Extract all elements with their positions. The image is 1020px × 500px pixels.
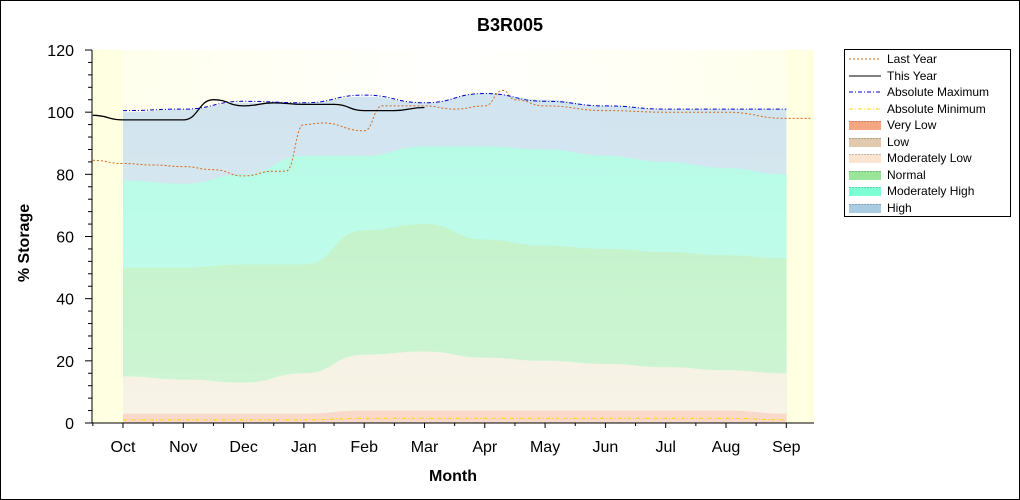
legend-item-normal: Normal: [845, 167, 1010, 183]
legend-label: Moderately High: [887, 184, 975, 198]
legend-label: Last Year: [887, 52, 938, 66]
legend-label: Absolute Minimum: [887, 101, 986, 116]
y-tick-label: 20: [56, 354, 74, 371]
series-absolute-maximum-line: [122, 92, 787, 112]
legend-item-this-year: This Year: [845, 68, 1010, 84]
legend-item-moderately-low: Moderately Low: [845, 150, 1010, 166]
axes-layer: 0 20 40 60 80 100 120 Oct Nov Dec Jan Feb Mar Apr May J…: [47, 43, 814, 456]
legend-swatch-low: [849, 137, 881, 147]
y-tick-label: 40: [56, 292, 74, 309]
lines-layer: [92, 89, 811, 421]
series-absolute-minimum-line: [122, 417, 787, 421]
x-tick-label: Sep: [772, 439, 801, 456]
legend-swatch-this-year: [849, 75, 881, 76]
x-tick-label: Oct: [111, 439, 136, 456]
band-wash: [123, 50, 787, 423]
legend-item-very-low: Very Low: [845, 117, 1010, 133]
series-last-year-line: [92, 89, 811, 177]
legend-item-low: Low: [845, 134, 1010, 150]
legend-label: Very Low: [887, 118, 937, 132]
x-tick-label: Jan: [291, 439, 317, 456]
legend-label: High: [887, 200, 912, 215]
x-tick-label: Jul: [655, 439, 675, 456]
legend-swatch-last-year: [849, 58, 881, 60]
x-tick-label: Jun: [593, 439, 619, 456]
legend-swatch-normal: [849, 170, 881, 180]
y-axis-title: % Storage: [16, 204, 33, 282]
legend-label: Normal: [887, 167, 926, 182]
x-tick-label: May: [530, 439, 560, 456]
legend-label: Absolute Maximum: [887, 85, 990, 99]
legend-item-moderately-high: Moderately High: [845, 183, 1010, 199]
x-tick-label: Dec: [229, 439, 257, 456]
legend: Last Year This Year Absolute Maximum Absolu…: [844, 49, 1011, 217]
legend-item-high: High: [845, 200, 1010, 216]
y-tick-label: 120: [47, 43, 74, 60]
legend-label: Low: [887, 134, 910, 149]
x-tick-label: Feb: [350, 439, 378, 456]
legend-label: Moderately Low: [887, 151, 972, 165]
legend-swatch-moderately-low: [849, 154, 881, 163]
legend-swatch-moderately-high: [849, 187, 881, 196]
legend-item-absolute-minimum: Absolute Minimum: [845, 101, 1010, 117]
y-tick-label: 60: [56, 230, 74, 247]
x-tick-label: Aug: [712, 439, 740, 456]
legend-swatch-high: [849, 203, 881, 213]
y-tick-label: 0: [65, 416, 74, 433]
y-tick-label: 80: [56, 167, 74, 184]
legend-swatch-absolute-maximum: [849, 91, 881, 93]
x-tick-label: Apr: [472, 439, 498, 456]
legend-item-last-year: Last Year: [845, 51, 1010, 67]
legend-swatch-absolute-minimum: [849, 108, 881, 109]
x-tick-label: Mar: [411, 439, 439, 456]
legend-swatch-very-low: [849, 121, 881, 130]
legend-label: This Year: [887, 68, 938, 83]
x-axis-title: Month: [429, 468, 477, 485]
bands-layer: [123, 50, 787, 423]
y-tick-label: 100: [47, 105, 74, 122]
legend-item-absolute-maximum: Absolute Maximum: [845, 84, 1010, 100]
x-tick-label: Nov: [169, 439, 197, 456]
series-this-year-line: [92, 99, 425, 121]
chart-title: B3R005: [477, 15, 543, 35]
